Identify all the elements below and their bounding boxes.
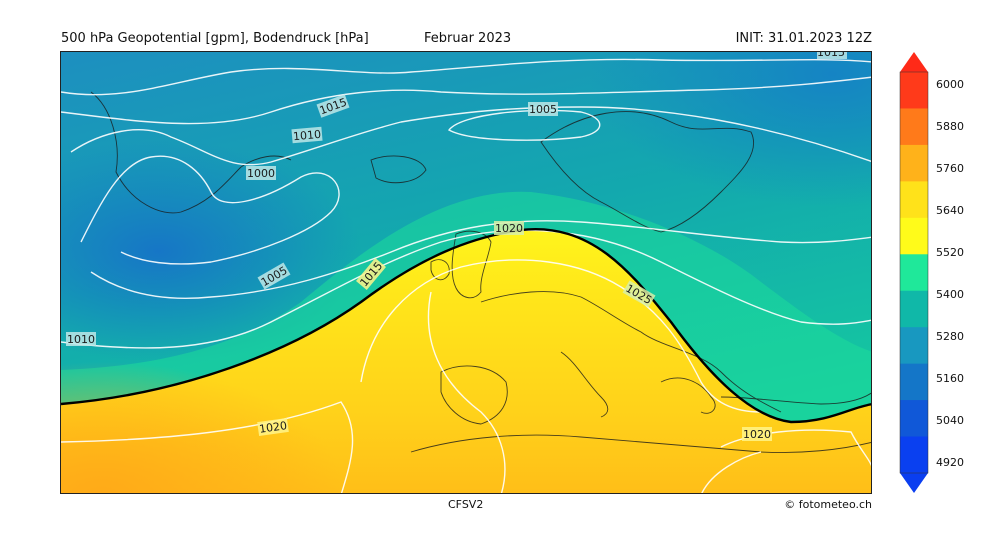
iberia-coast [440, 365, 508, 425]
scandinavia-coast [540, 111, 755, 233]
colorbar-tick-label: 5160 [936, 372, 964, 385]
colorbar-band [900, 363, 928, 401]
colorbar-band [900, 144, 928, 182]
isobar-label: 1010 [67, 333, 95, 346]
colorbar-tick-label: 4920 [936, 456, 964, 469]
model-label: CFSV2 [448, 498, 484, 511]
colorbar-tick-label: 5520 [936, 246, 964, 259]
central-europe-coast [480, 291, 782, 413]
colorbar-band [900, 254, 928, 292]
contour-5520-line [61, 227, 871, 424]
italy-coast [560, 351, 609, 418]
isobar-line [61, 401, 354, 493]
colorbar-band [900, 327, 928, 365]
init-time-label: INIT: 31.01.2023 12Z [735, 31, 872, 46]
isobar-line [70, 106, 871, 166]
ireland-coast [430, 259, 450, 281]
coastlines [90, 91, 871, 453]
colorbar-band [900, 108, 928, 146]
isobar-label: 1015 [817, 52, 845, 59]
period-label: Februar 2023 [424, 31, 512, 46]
isobar-label: 1020 [495, 222, 523, 235]
colorbar-band [900, 217, 928, 255]
colorbar-frame [899, 71, 929, 474]
isobar-line [61, 76, 871, 125]
map-title: 500 hPa Geopotential [gpm], Bodendruck [… [61, 31, 369, 46]
isobar-line [427, 291, 506, 493]
isobar-line [61, 58, 871, 96]
isobar-line [80, 155, 340, 265]
colorbar-top-arrow [900, 52, 928, 72]
colorbar-band [900, 181, 928, 219]
colorbar-band [900, 72, 928, 109]
colorbar-tick-label: 5640 [936, 204, 964, 217]
colorbar-band [900, 290, 928, 328]
isobar-label: 1020 [743, 428, 771, 441]
colorbar-tick-label: 5040 [936, 414, 964, 427]
iceland-coast [370, 155, 427, 184]
north-africa-coast [410, 434, 871, 453]
colorbar-band [900, 436, 928, 474]
isobar-label: 1000 [247, 167, 275, 180]
isobar-line [90, 220, 871, 299]
isobar-label: 1005 [529, 103, 557, 116]
isobar-labels: 1015 1005 1015 1010 1000 1020 1005 1015 … [66, 52, 847, 441]
credit-label: © fotometeo.ch [784, 498, 872, 511]
isobar-line [360, 259, 762, 413]
colorbar [899, 52, 929, 493]
isobar-line [447, 109, 601, 141]
turkey-coast [720, 392, 871, 405]
balkans-coast [660, 377, 716, 414]
isobar-label: 1010 [293, 128, 322, 143]
greenland-coast [90, 91, 292, 214]
colorbar-tick-label: 5760 [936, 162, 964, 175]
colorbar-tick-label: 6000 [936, 78, 964, 91]
colorbar-tick-label: 5280 [936, 330, 964, 343]
isobar-label: 1020 [258, 419, 288, 436]
forecast-map: 1015 1005 1015 1010 1000 1020 1005 1015 … [60, 51, 872, 494]
colorbar-tick-label: 5880 [936, 120, 964, 133]
isobar-line [701, 451, 762, 493]
colorbar-bottom-arrow [900, 473, 928, 493]
colorbar-tick-label: 5400 [936, 288, 964, 301]
colorbar-band [900, 400, 928, 438]
britain-coast [451, 230, 492, 299]
isobars [61, 58, 871, 493]
